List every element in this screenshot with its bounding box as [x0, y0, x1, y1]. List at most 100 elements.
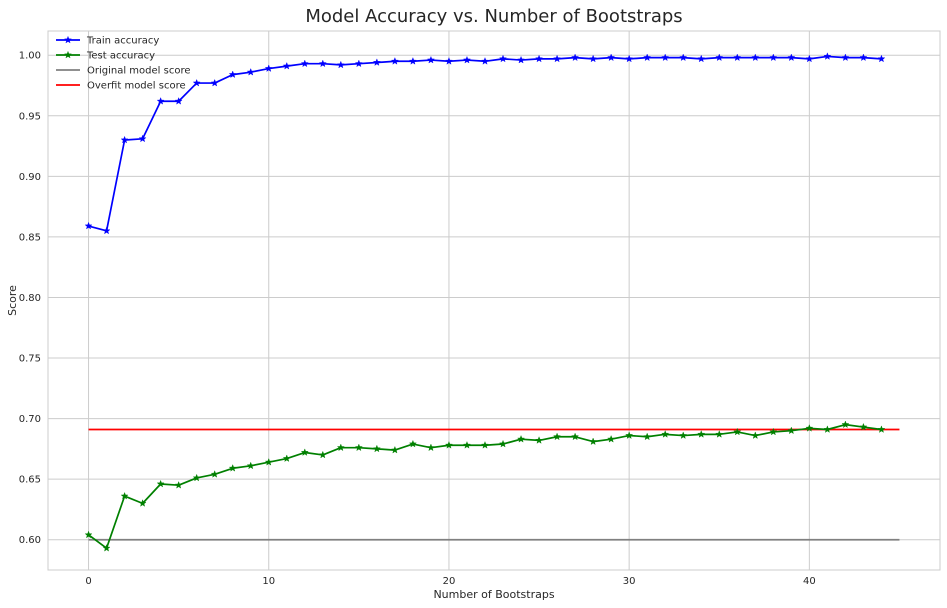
test-accuracy-point [625, 431, 634, 439]
test-accuracy-point [463, 441, 471, 449]
train-accuracy-series [84, 52, 886, 235]
chart-title: Model Accuracy vs. Number of Bootstraps [305, 6, 682, 27]
y-tick-label: 1.00 [19, 51, 41, 62]
test-accuracy-point [841, 420, 850, 429]
legend-label: Overfit model score [87, 81, 186, 92]
train-accuracy-point [499, 54, 507, 63]
train-accuracy-point [517, 55, 525, 64]
train-accuracy-point [715, 53, 724, 62]
train-accuracy-point [589, 54, 598, 63]
train-accuracy-point [426, 55, 435, 64]
train-accuracy-point [264, 64, 273, 72]
test-accuracy-point [481, 441, 489, 449]
test-accuracy-point [282, 454, 291, 462]
test-accuracy-point [408, 439, 417, 448]
test-accuracy-point [877, 425, 886, 433]
test-accuracy-point [859, 422, 868, 431]
legend-marker [64, 35, 72, 44]
train-accuracy-point [336, 60, 345, 69]
test-accuracy-point [589, 437, 598, 445]
test-accuracy-point [264, 458, 273, 466]
x-tick-label: 20 [443, 576, 456, 587]
test-accuracy-point [733, 427, 742, 436]
x-tick-label: 0 [85, 576, 91, 587]
legend-item-train-accuracy: Train accuracy [56, 36, 159, 47]
test-accuracy-point [805, 424, 814, 432]
test-accuracy-point [174, 481, 183, 489]
test-accuracy-point [787, 426, 796, 435]
train-accuracy-point [318, 59, 327, 68]
train-accuracy-point [859, 53, 868, 62]
train-accuracy-point [192, 78, 201, 87]
train-accuracy-point [228, 70, 237, 78]
test-accuracy-point [372, 444, 381, 453]
plot-area [47, 30, 941, 571]
test-accuracy-point [120, 491, 129, 500]
legend-item-original-model-score: Original model score [56, 66, 191, 77]
train-accuracy-point [282, 61, 291, 70]
test-accuracy-point [156, 479, 165, 488]
y-tick-label: 0.65 [19, 475, 41, 486]
test-accuracy-point [697, 430, 706, 438]
legend-item-test-accuracy: Test accuracy [56, 51, 155, 62]
legend-label: Test accuracy [86, 51, 155, 62]
axis-ticks: 0 10 20 30 40 0.60 0.65 0.70 0.75 0.80 0.85 0.90 0.9… [19, 51, 816, 587]
train-accuracy-point [444, 57, 453, 65]
test-accuracy-point [823, 425, 832, 433]
test-accuracy-point [318, 450, 327, 459]
train-accuracy-point [553, 54, 562, 63]
y-tick-label: 0.70 [19, 414, 41, 425]
x-tick-label: 10 [262, 576, 275, 587]
train-accuracy-point [138, 134, 147, 143]
test-accuracy-point [84, 530, 93, 539]
train-accuracy-point [354, 59, 363, 68]
legend-item-overfit-model-score: Overfit model score [56, 81, 186, 92]
test-accuracy-point [643, 432, 652, 441]
train-accuracy-point [661, 53, 670, 62]
test-accuracy-point [102, 544, 111, 552]
train-accuracy-point [751, 53, 760, 62]
test-accuracy-point [715, 430, 724, 438]
test-accuracy-point [607, 435, 616, 443]
test-accuracy-point [426, 443, 435, 452]
test-accuracy-point [444, 441, 453, 449]
train-accuracy-point [463, 55, 471, 64]
train-accuracy-point [769, 53, 778, 62]
test-accuracy-point [210, 470, 219, 478]
train-accuracy-point [733, 53, 742, 62]
test-accuracy-point [192, 473, 201, 482]
y-tick-label: 0.60 [19, 535, 41, 546]
train-accuracy-point [156, 97, 165, 105]
test-accuracy-point [553, 432, 562, 441]
train-accuracy-point [372, 58, 381, 66]
train-accuracy-point [625, 54, 634, 63]
y-tick-label: 0.75 [19, 354, 41, 365]
test-accuracy-point [499, 439, 507, 448]
train-accuracy-point [84, 221, 93, 230]
y-tick-label: 0.90 [19, 172, 41, 183]
legend-label: Original model score [87, 66, 191, 77]
train-accuracy-point [300, 59, 309, 68]
y-axis-label: Score [6, 285, 19, 316]
legend-label: Train accuracy [86, 36, 159, 47]
test-accuracy-point [300, 448, 309, 456]
test-accuracy-point [661, 430, 670, 438]
train-accuracy-point [174, 97, 183, 105]
series-layer [84, 52, 900, 552]
train-accuracy-point [841, 53, 850, 62]
train-accuracy-point [805, 54, 814, 63]
train-accuracy-point [679, 53, 688, 62]
test-accuracy-point [246, 461, 255, 470]
x-tick-label: 40 [803, 576, 816, 587]
test-accuracy-point [390, 445, 399, 454]
train-accuracy-point [787, 53, 796, 62]
train-accuracy-point [210, 78, 219, 87]
test-accuracy-point [679, 431, 688, 439]
train-accuracy-point [408, 57, 417, 65]
test-accuracy-point [138, 499, 147, 507]
train-accuracy-point [823, 52, 832, 60]
test-accuracy-point [228, 464, 237, 472]
test-accuracy-point [336, 443, 345, 452]
train-accuracy-point [102, 226, 111, 235]
